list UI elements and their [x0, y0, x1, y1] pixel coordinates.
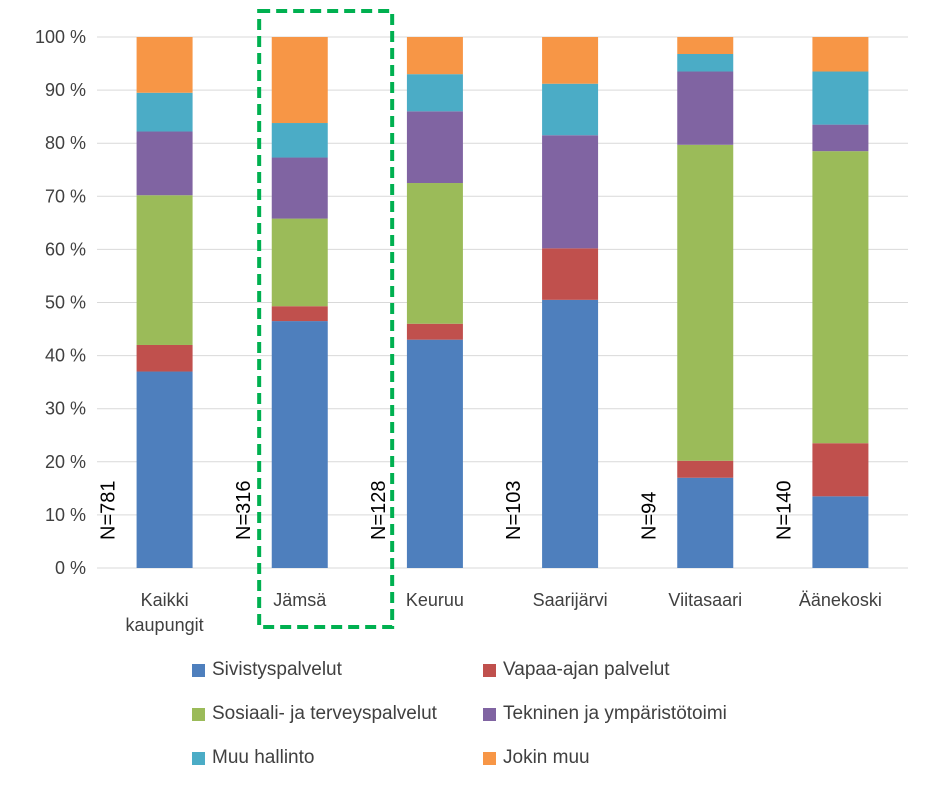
bar-segment [406, 37, 463, 75]
bar-segment [677, 477, 734, 568]
n-label: N=781 [98, 481, 120, 541]
bar-segment [271, 306, 328, 322]
n-label: N=140 [773, 481, 795, 541]
bar-segment [542, 135, 599, 249]
x-tick-label: Saarijärvi [533, 590, 608, 610]
legend-swatch [483, 707, 496, 721]
bar-segment [812, 37, 869, 72]
bar-segment [136, 92, 193, 132]
legend-label: Sivistyspalvelut [212, 659, 342, 680]
bar-segment [271, 123, 328, 158]
bar-segment [406, 339, 463, 568]
bar-segment [677, 460, 734, 478]
highlight-box [257, 9, 395, 629]
bar-segment [677, 144, 734, 461]
legend-label: Jokin muu [503, 747, 590, 768]
bar-segment [812, 151, 869, 444]
x-tick-label: Kaikki [141, 590, 189, 610]
y-tick-label: 60 % [45, 239, 86, 259]
y-tick-label: 30 % [45, 399, 86, 419]
bar-segment [542, 37, 599, 84]
legend-swatch [483, 663, 496, 677]
legend-swatch [192, 663, 205, 677]
bar-segment [677, 37, 734, 54]
y-tick-label: 90 % [45, 80, 86, 100]
legend-item: Tekninen ja ympäristötoimi [483, 703, 727, 725]
bar-segment [542, 248, 599, 300]
bar-segment [271, 157, 328, 219]
x-tick-label: Äänekoski [799, 590, 882, 610]
bar-segment [136, 37, 193, 93]
y-tick-label: 70 % [45, 186, 86, 206]
legend-label: Sosiaali- ja terveyspalvelut [212, 703, 437, 724]
legend-label: Muu hallinto [212, 747, 315, 768]
legend-item: Vapaa-ajan palvelut [483, 659, 670, 681]
y-tick-label: 0 % [55, 558, 86, 578]
n-label: N=103 [503, 481, 525, 541]
bar-segment [136, 195, 193, 345]
bar-segment [812, 443, 869, 497]
bar-segment [812, 71, 869, 125]
bar-segment [406, 111, 463, 184]
x-tick-label: Viitasaari [668, 590, 742, 610]
y-tick-label: 10 % [45, 505, 86, 525]
legend-item: Sosiaali- ja terveyspalvelut [192, 703, 437, 725]
n-label: N=316 [233, 481, 255, 541]
bar-segment [271, 37, 328, 124]
bar-segment [677, 71, 734, 145]
bar-segment [271, 321, 328, 568]
n-label: N=128 [368, 481, 390, 541]
y-tick-label: 100 % [35, 27, 86, 47]
legend-swatch [192, 751, 205, 765]
bar-segment [136, 131, 193, 196]
bar-segment [136, 371, 193, 568]
legend-label: Tekninen ja ympäristötoimi [503, 703, 727, 724]
y-tick-label: 80 % [45, 133, 86, 153]
legend-swatch [192, 707, 205, 721]
bar-segment [271, 218, 328, 307]
y-tick-label: 40 % [45, 346, 86, 366]
y-tick-label: 20 % [45, 452, 86, 472]
legend-item: Muu hallinto [192, 747, 314, 769]
x-tick-label: Keuruu [406, 590, 464, 610]
bar-segment [677, 53, 734, 72]
legend-item: Jokin muu [483, 747, 590, 769]
bar-segment [542, 299, 599, 568]
bar-segment [812, 124, 869, 152]
bar-segment [136, 344, 193, 372]
y-tick-label: 50 % [45, 293, 86, 313]
legend-label: Vapaa-ajan palvelut [503, 659, 670, 680]
legend-swatch [483, 751, 496, 765]
bar-segment [406, 323, 463, 340]
n-label: N=94 [638, 492, 660, 540]
legend-item: Sivistyspalvelut [192, 659, 342, 681]
x-tick-label: Jämsä [273, 590, 327, 610]
bar-segment [812, 496, 869, 568]
bar-segment [542, 83, 599, 136]
x-tick-label: kaupungit [126, 615, 204, 635]
bar-segment [406, 183, 463, 324]
bar-segment [406, 74, 463, 112]
